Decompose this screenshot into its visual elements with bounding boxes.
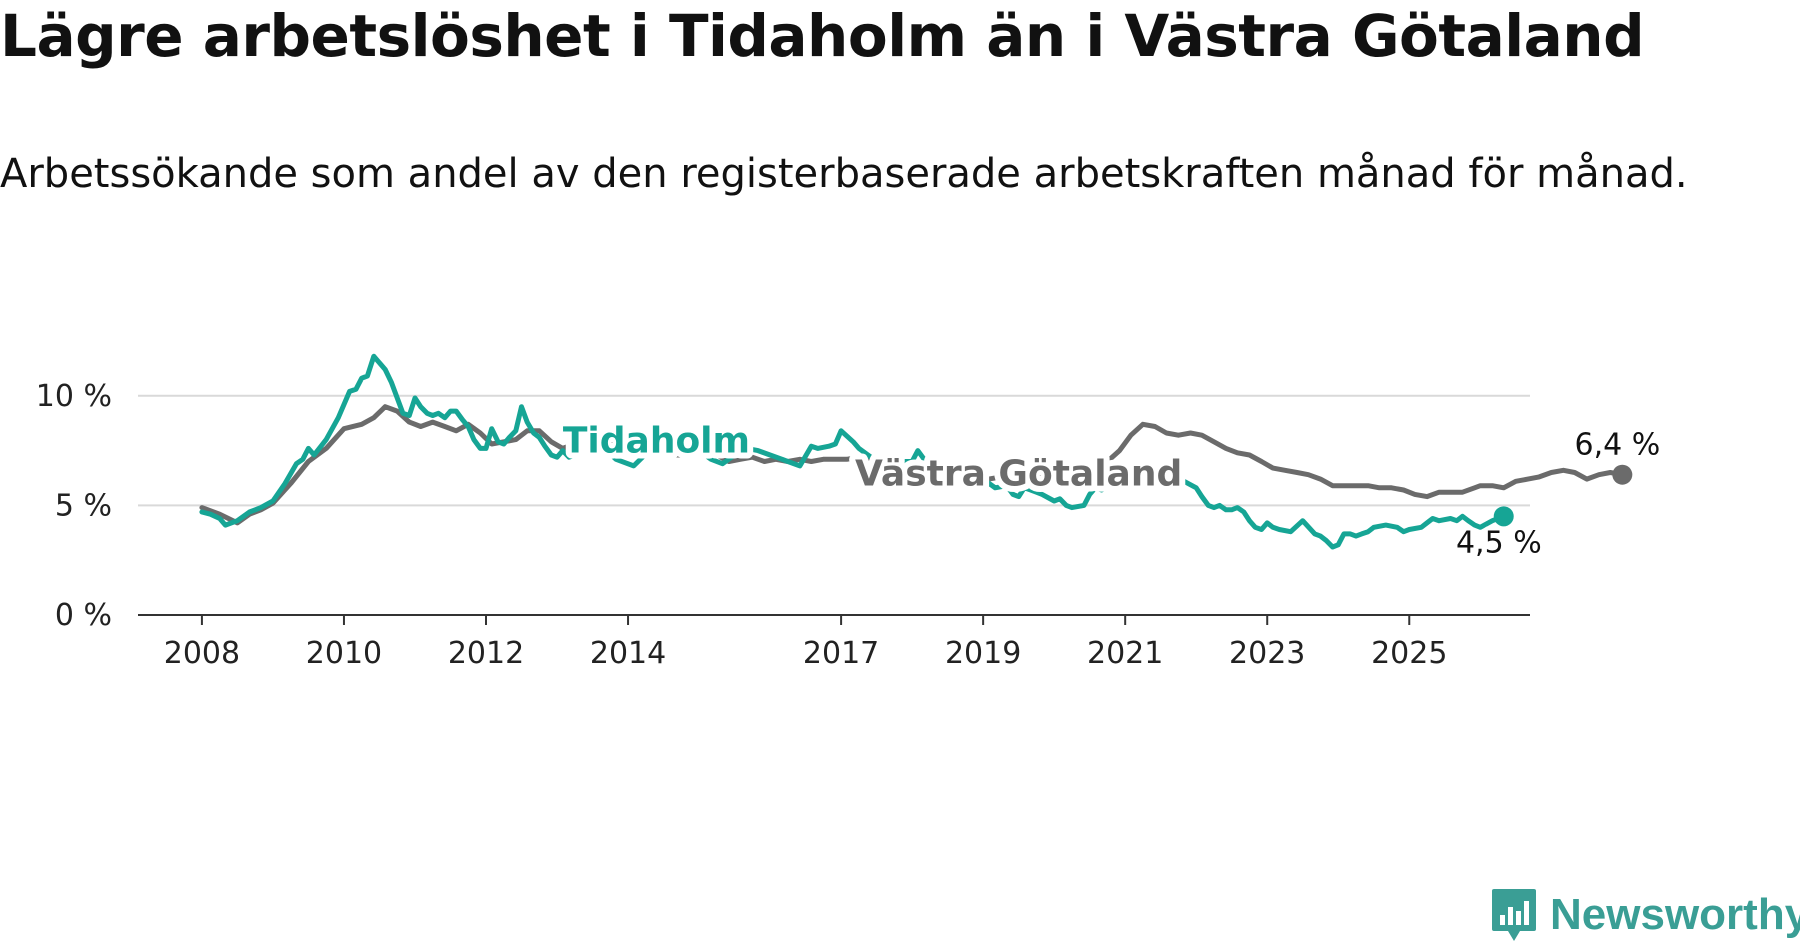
y-tick-label: 5 % — [55, 488, 112, 523]
chart-title: Lägre arbetslöshet i Tidaholm än i Västr… — [0, 2, 1645, 70]
end-value-label: 4,5 % — [1456, 525, 1542, 560]
y-tick-label: 10 % — [36, 379, 112, 414]
end-point-marker — [1493, 506, 1514, 527]
x-tick-label: 2014 — [590, 636, 666, 671]
x-tick-label: 2023 — [1229, 636, 1305, 671]
end-point-marker — [1612, 464, 1633, 485]
x-tick-label: 2010 — [306, 636, 382, 671]
y-tick-label: 0 % — [55, 598, 112, 633]
x-tick-label: 2019 — [945, 636, 1021, 671]
end-value-label: 6,4 % — [1575, 428, 1661, 463]
newsworthy-logo-icon — [1492, 889, 1536, 941]
x-tick-label: 2025 — [1371, 636, 1447, 671]
brand-name: Newsworthy — [1550, 890, 1800, 939]
x-tick-label: 2017 — [803, 636, 879, 671]
chart-subtitle: Arbetssökande som andel av den registerb… — [0, 151, 1688, 197]
series-line-tidaholm — [199, 353, 1507, 550]
series-label: Tidaholm — [563, 421, 750, 462]
x-tick-label: 2012 — [448, 636, 524, 671]
x-tick-label: 2021 — [1087, 636, 1163, 671]
x-tick-label: 2008 — [164, 636, 240, 671]
brand-logo: Newsworthy — [1490, 885, 1800, 945]
series-label: Västra Götaland — [855, 454, 1182, 495]
